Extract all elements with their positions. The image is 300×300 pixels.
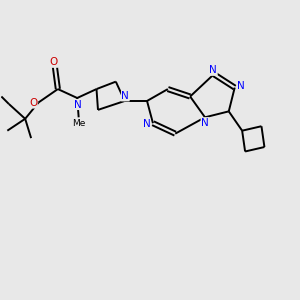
Text: N: N	[142, 119, 150, 129]
Text: O: O	[49, 57, 58, 67]
Text: Me: Me	[72, 119, 86, 128]
Text: N: N	[209, 65, 217, 75]
Text: N: N	[122, 91, 129, 101]
Text: N: N	[237, 81, 245, 91]
Text: O: O	[29, 98, 37, 108]
Text: N: N	[74, 100, 82, 110]
Text: N: N	[201, 118, 209, 128]
